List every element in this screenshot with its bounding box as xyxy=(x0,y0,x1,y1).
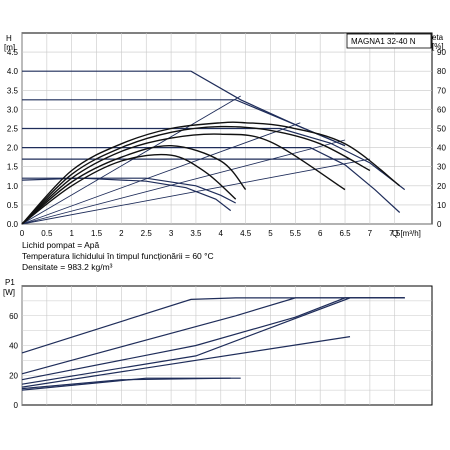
head-tick-label: 4.0 xyxy=(7,67,19,76)
eta-tick-label: 80 xyxy=(437,67,446,76)
eta-curve-4 xyxy=(21,144,247,225)
eta-tick-label: 20 xyxy=(437,182,446,191)
head-tick-label: 4.5 xyxy=(7,48,19,57)
flow-tick-label: 3.5 xyxy=(190,229,202,238)
head-tick-label: 2.5 xyxy=(7,125,19,134)
eta-tick-label: 70 xyxy=(437,86,446,95)
head-tick-label: 1.5 xyxy=(7,163,19,172)
head-tick-label: 0.5 xyxy=(7,201,19,210)
head-chart-curves xyxy=(21,70,406,225)
eta-tick-label: 50 xyxy=(437,125,446,134)
eta-tick-label: 10 xyxy=(437,201,446,210)
eta-tick-label: 40 xyxy=(437,144,446,153)
head-eta-chart: 0 0.5 1 1.5 2 2.5 3 3.5 4 4.5 5 5.5 6 6.5 7 7.5 0.0 0.5 1.… xyxy=(4,32,447,238)
eta-tick-label: 90 xyxy=(437,48,446,57)
head-axis-unit: [m] xyxy=(4,43,15,52)
flow-tick-label: 0.5 xyxy=(41,229,53,238)
flow-tick-label: 5 xyxy=(268,229,273,238)
power-axis-unit: [W] xyxy=(3,288,15,297)
system-curve-3 xyxy=(21,139,346,225)
power-curve-4 xyxy=(21,297,405,385)
eta-axis-label: eta xyxy=(432,33,444,42)
power-tick-label: 40 xyxy=(9,342,18,351)
power-chart-curves xyxy=(21,297,405,391)
head-tick-label: 3.0 xyxy=(7,105,19,114)
flow-axis-label: Q [m³/h] xyxy=(392,229,421,238)
note-pumped-liquid: Lichid pompat = Apă xyxy=(22,240,100,250)
flow-tick-label: 4 xyxy=(219,229,224,238)
eta-curve-3 xyxy=(21,133,346,225)
head-curve-4 xyxy=(22,147,401,213)
flow-tick-label: 2 xyxy=(119,229,124,238)
power-curve-2 xyxy=(21,297,405,375)
head-curve-1 xyxy=(22,70,346,147)
head-tick-label: 3.5 xyxy=(7,86,19,95)
head-tick-label: 2.0 xyxy=(7,144,19,153)
flow-tick-label: 3 xyxy=(169,229,174,238)
system-curve-1 xyxy=(21,95,241,225)
flow-tick-label: 5.5 xyxy=(290,229,302,238)
power-curve-5 xyxy=(21,336,351,388)
eta-curve-5 xyxy=(21,153,237,225)
eta-axis-unit: [%] xyxy=(432,42,444,51)
note-liquid-temperature: Temperatura lichidului în timpul funcțio… xyxy=(22,251,214,261)
flow-tick-label: 7.5 xyxy=(389,229,401,238)
model-label: MAGNA1 32-40 N xyxy=(351,37,416,46)
eta-tick-label: 0 xyxy=(437,220,442,229)
head-axis-label: H xyxy=(6,34,12,43)
power-chart: 0 20 40 60 P1 [W] xyxy=(3,278,433,410)
flow-tick-label: 7 xyxy=(368,229,373,238)
power-curve-7 xyxy=(21,377,231,390)
flow-tick-label: 1.5 xyxy=(91,229,103,238)
head-tick-label: 0.0 xyxy=(7,220,19,229)
eta-tick-label: 60 xyxy=(437,105,446,114)
eta-curve-2 xyxy=(21,125,371,225)
flow-tick-label: 2.5 xyxy=(141,229,153,238)
power-chart-ticks: 0 20 40 60 xyxy=(9,312,18,410)
power-tick-label: 60 xyxy=(9,312,18,321)
system-curve-4 xyxy=(21,158,370,225)
eta-curve-1 xyxy=(21,121,401,225)
flow-tick-label: 6.5 xyxy=(339,229,351,238)
model-label-box xyxy=(346,33,432,49)
flow-tick-label: 0 xyxy=(20,229,25,238)
head-tick-label: 1.0 xyxy=(7,182,19,191)
flow-tick-label: 6 xyxy=(318,229,323,238)
head-curve-2 xyxy=(22,99,346,147)
head-curve-6 xyxy=(22,177,236,204)
system-curve-2 xyxy=(21,122,301,225)
power-curve-1 xyxy=(21,297,405,354)
eta-tick-label: 30 xyxy=(437,163,446,172)
note-density: Densitate = 983.2 kg/m³ xyxy=(22,262,113,272)
power-chart-grid xyxy=(21,286,432,405)
flow-tick-label: 4.5 xyxy=(240,229,252,238)
power-tick-label: 20 xyxy=(9,371,18,380)
power-curve-3 xyxy=(21,297,405,381)
head-chart-ticks: 0 0.5 1 1.5 2 2.5 3 3.5 4 4.5 5 5.5 6 6.5 7 7.5 0.0 0.5 1.… xyxy=(7,48,447,238)
power-axis-label: P1 xyxy=(5,278,15,287)
power-tick-label: 0 xyxy=(14,401,19,410)
flow-tick-label: 1 xyxy=(69,229,74,238)
